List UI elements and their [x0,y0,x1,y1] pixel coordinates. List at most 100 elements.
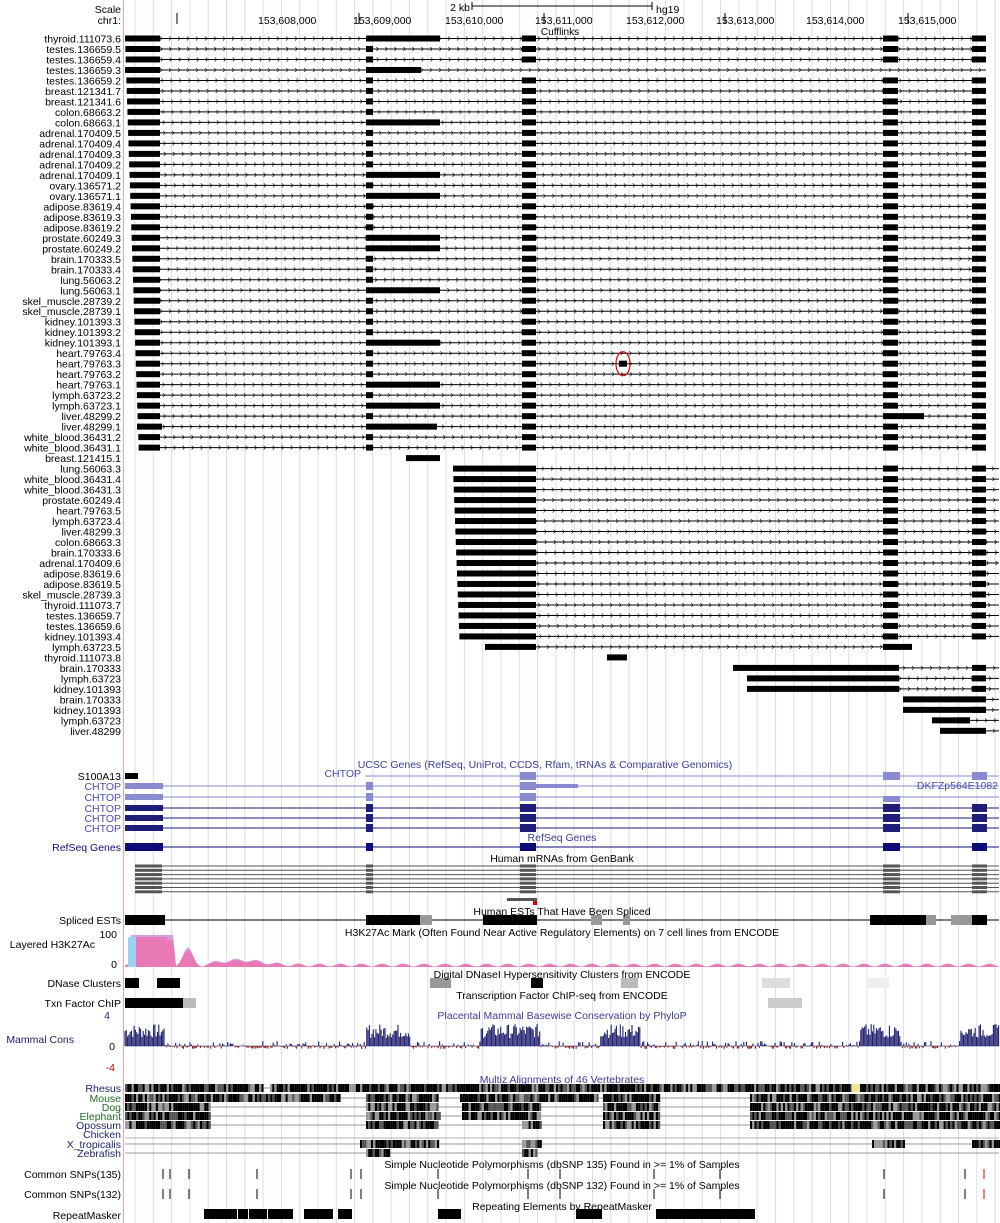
exon-block [522,413,536,420]
strand-arrow [459,130,463,136]
strand-arrow [611,88,615,94]
gridlines [134,0,996,1223]
strand-arrow [177,36,181,41]
strand-arrow [223,57,227,62]
strand-arrow [771,67,775,73]
exon-block [522,308,536,315]
exon-block [366,255,373,262]
strand-arrow [190,141,193,146]
strand-arrow [603,130,607,136]
strand-arrow [187,46,190,52]
strand-arrow [323,88,327,94]
strand-arrow [790,46,793,52]
exon-block [883,213,898,220]
strand-arrow [213,36,217,41]
strand-arrow [746,78,749,83]
strand-arrow [261,130,265,136]
strand-arrow [837,109,840,115]
strand-arrow [576,120,580,125]
exon-block [883,287,898,294]
strand-arrow [358,57,362,62]
strand-arrow [798,67,802,73]
exon-block [883,371,898,378]
strand-arrow [654,36,658,41]
exon-block [883,161,898,168]
strand-arrow [664,57,668,62]
strand-arrow [494,78,497,83]
strand-arrow [224,78,227,83]
strand-arrow [810,130,814,136]
strand-arrow [897,67,901,73]
strand-arrow [207,120,211,125]
exon-block [972,150,986,157]
strand-arrow [430,46,433,52]
strand-arrow [844,46,847,52]
strand-arrow [816,36,820,41]
strand-arrow [207,130,211,136]
strand-arrow [683,78,686,83]
strand-arrow [908,99,912,104]
strand-arrow [510,36,514,41]
strand-arrow [863,88,867,94]
strand-arrow [809,78,812,83]
strand-arrow [674,78,677,83]
strand-arrow [738,109,741,115]
strand-arrow [909,120,913,125]
strand-arrow [612,109,615,115]
strand-arrow [735,67,739,73]
strand-arrow [926,88,930,94]
strand-arrow [675,109,678,115]
exon-block [129,171,160,178]
exon-block [366,140,373,147]
strand-arrow [762,36,766,41]
strand-arrow [252,120,256,125]
strand-arrow [486,120,490,125]
strand-arrow [952,46,955,52]
strand-arrow [727,57,731,62]
exon-block [972,423,986,430]
strand-arrow [809,88,813,94]
exon-block [522,56,536,63]
strand-arrow [666,130,670,136]
exon-block [137,423,162,430]
strand-arrow [573,67,577,73]
exon-block [883,224,898,231]
strand-arrow [684,130,688,136]
strand-arrow [484,46,487,52]
strand-arrow [555,36,559,41]
exon-block [883,245,898,252]
strand-arrow [645,36,649,41]
strand-arrow [593,88,597,94]
strand-arrow [494,99,498,104]
exon-block [522,434,536,441]
exon-block [125,35,160,42]
strand-arrow [693,120,697,125]
strand-arrow [242,99,246,104]
strand-arrow [763,57,767,62]
strand-arrow [935,99,939,104]
strand-arrow [782,78,785,83]
strand-arrow [538,57,542,62]
strand-arrow [585,109,588,115]
strand-arrow [944,78,947,83]
strand-arrow [244,141,247,146]
strand-arrow [925,57,929,62]
strand-arrow [224,99,228,104]
strand-arrow [717,36,721,41]
strand-arrow [655,57,659,62]
exon-block [883,119,898,126]
strand-arrow [845,99,849,104]
strand-arrow [161,88,165,94]
strand-arrow [483,36,487,41]
strand-arrow [855,120,859,125]
strand-arrow [297,130,301,136]
strand-arrow [503,88,507,94]
strand-arrow [595,141,598,146]
strand-arrow [396,109,399,115]
strand-arrow [954,120,958,125]
strand-arrow [474,67,478,73]
strand-arrow [324,130,328,136]
strand-arrow [198,109,201,115]
